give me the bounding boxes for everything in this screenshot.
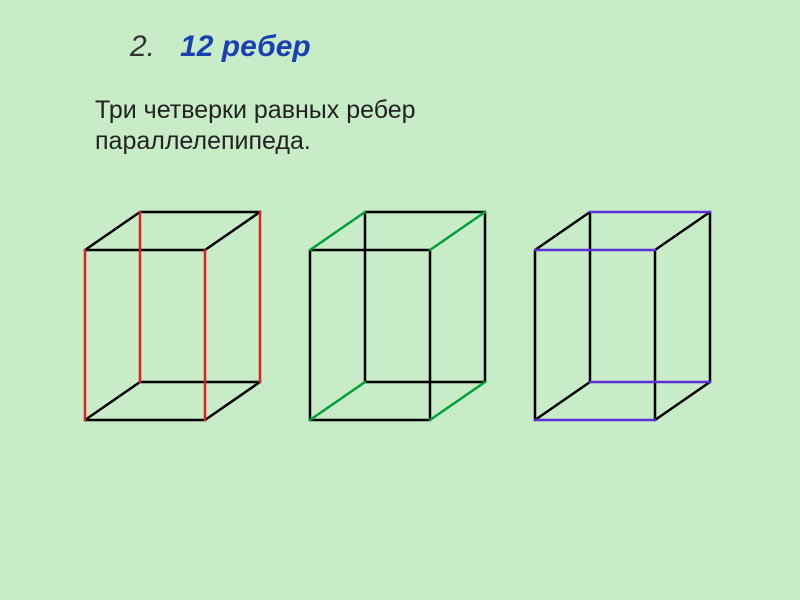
heading-text: 12 ребер [180, 30, 311, 63]
subtitle-line-2: параллелепипеда. [95, 126, 416, 157]
slide-root: 2. 12 ребер Три четверки равных ребер па… [0, 0, 800, 600]
slide-background [0, 0, 800, 600]
slide-svg [0, 0, 800, 600]
slide-subtitle: Три четверки равных ребер параллелепипед… [95, 95, 416, 158]
subtitle-line-1: Три четверки равных ребер [95, 95, 416, 126]
heading-number: 2. [130, 30, 155, 63]
slide-heading: 2. 12 ребер [130, 30, 311, 64]
